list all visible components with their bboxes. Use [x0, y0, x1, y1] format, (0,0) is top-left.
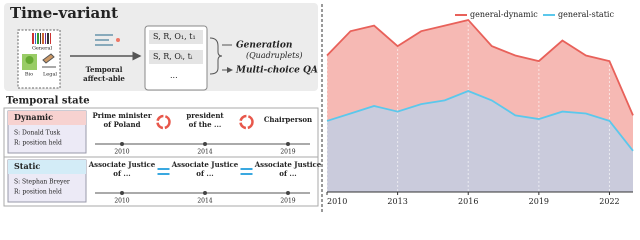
quadruplet-text: S, R, O₁, t₁ [153, 32, 196, 41]
timeline-dot [120, 191, 124, 195]
line [326, 90, 634, 152]
object: of the ... [189, 120, 222, 129]
timeline-dot [120, 142, 124, 146]
x-tick-label: 2019 [529, 197, 549, 206]
legend-label: general-static [558, 10, 614, 19]
object: of ... [196, 169, 213, 178]
state-header [8, 111, 86, 125]
change-icon [239, 114, 254, 130]
equal-icon [240, 168, 253, 175]
timeline-dot [286, 191, 290, 195]
x-tick-label: 2022 [599, 197, 619, 206]
output: Multi-choice QA [235, 66, 318, 76]
x-tick-label: 2016 [458, 197, 478, 206]
output: Generation [236, 41, 292, 51]
object: of ... [279, 169, 296, 178]
object: Associate Justice [254, 160, 322, 169]
page: Time-variant General Bio Legal Temporal … [3, 3, 634, 212]
legend-label: general-dynamic [470, 10, 538, 19]
quadruplet-text: S, R, Oᵢ, tᵢ [153, 52, 193, 61]
object: Associate Justice [88, 160, 156, 169]
object: Chairperson [264, 115, 312, 124]
state-subject: S: Donald Tusk [14, 130, 61, 137]
year: 2019 [280, 149, 295, 156]
output-note: (Quadruplets) [246, 51, 303, 60]
line [326, 18, 634, 116]
object: Associate Justice [171, 160, 239, 169]
state-relation: R: position held [14, 189, 62, 196]
x-tick-label: 2010 [327, 197, 347, 206]
area [327, 91, 633, 192]
state-header [8, 160, 86, 174]
state-subject: S: Stephan Breyer [14, 179, 70, 186]
year: 2010 [114, 198, 129, 205]
figure: Time-variant General Bio Legal Temporal … [3, 3, 634, 212]
list-icon [95, 34, 120, 46]
year: 2014 [197, 149, 212, 156]
timeline-dot [203, 191, 207, 195]
barcode-icon [32, 33, 52, 44]
year: 2019 [280, 198, 295, 205]
domain-label: General [32, 46, 53, 52]
bio-icon [25, 56, 34, 64]
arrow-label: Temporal [86, 65, 123, 74]
object: Prime minister [92, 111, 151, 120]
brace [209, 37, 223, 75]
year: 2010 [114, 149, 129, 156]
x-tick-label: 2013 [387, 197, 407, 206]
object: of Poland [103, 120, 140, 129]
quadruplet [149, 30, 203, 44]
arrow-label: affect-able [83, 74, 125, 83]
state-label: Static [14, 161, 40, 171]
timeline-dot [203, 142, 207, 146]
year: 2014 [197, 198, 212, 205]
section-title: Temporal state [6, 96, 90, 107]
quadruplet-text: ... [170, 71, 178, 80]
state-label: Dynamic [14, 112, 53, 122]
legal-icon [42, 53, 56, 68]
equal-icon [157, 168, 170, 175]
arrow [222, 44, 232, 70]
title: Time-variant [10, 4, 118, 22]
object: president [186, 111, 224, 120]
domain-label: Legal [43, 72, 57, 78]
domain-label: Bio [25, 72, 33, 78]
chart: 2010 2013 2016 2019 2022 general-dynamic gener… [326, 5, 634, 206]
timeline-dot [286, 142, 290, 146]
state-relation: R: position held [14, 140, 62, 147]
change-icon [156, 114, 171, 130]
quadruplet [149, 50, 203, 64]
object: of ... [113, 169, 130, 178]
